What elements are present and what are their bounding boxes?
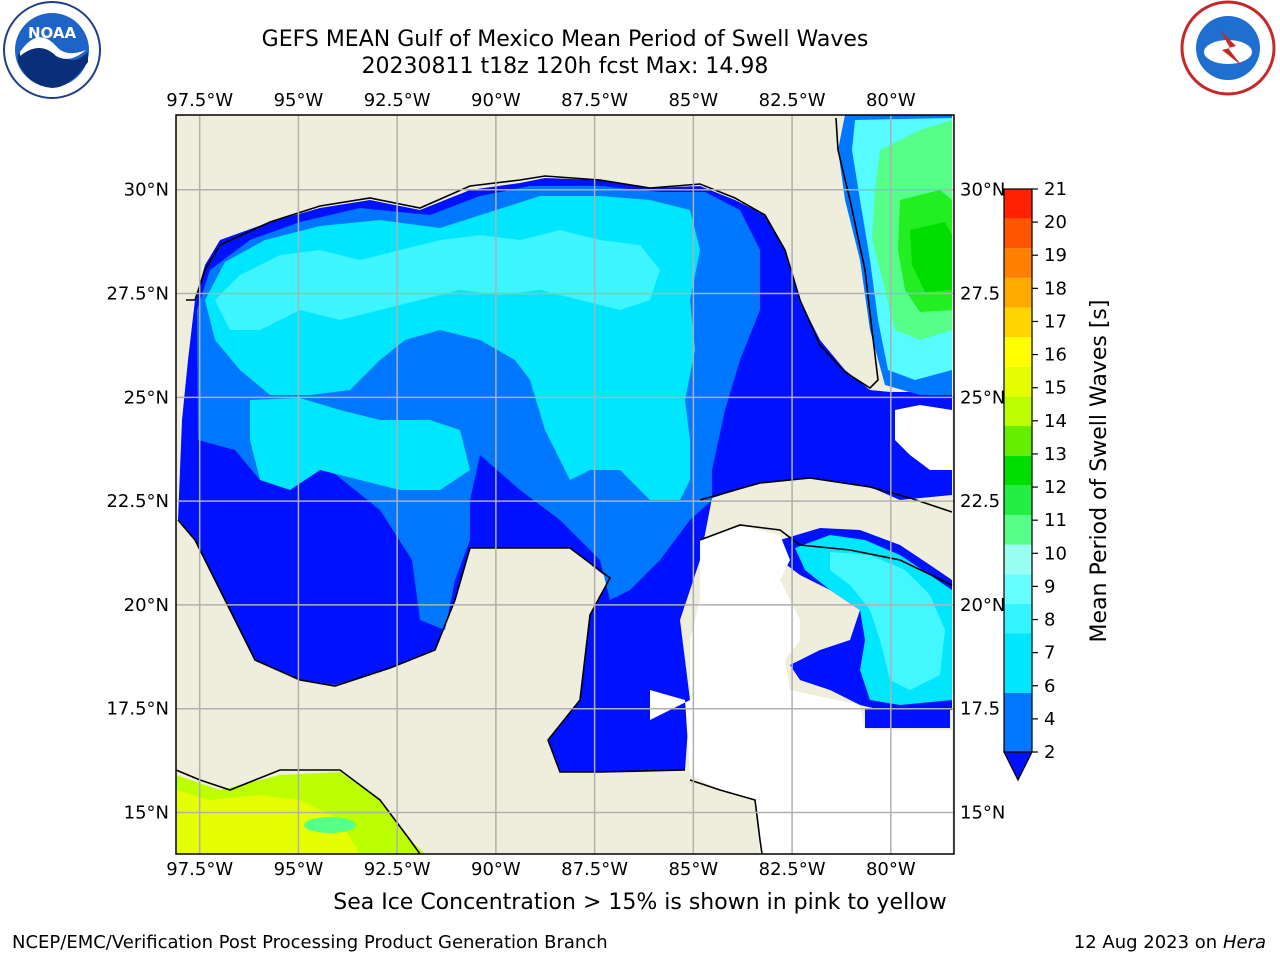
lon-label-bottom: 82.5°W	[759, 859, 826, 880]
lat-label-left: 20°N	[124, 595, 169, 616]
colorbar-band	[1004, 218, 1032, 249]
colorbar-tick-label: 7	[1044, 643, 1055, 664]
colorbar-tick-label: 17	[1044, 311, 1067, 332]
lon-label-top: 82.5°W	[759, 90, 826, 111]
lon-label-bottom: 85°W	[668, 859, 718, 880]
colorbar-band	[1004, 366, 1032, 397]
noaa-logo: NOAA	[3, 1, 101, 99]
lon-label-top: 97.5°W	[166, 90, 233, 111]
credit-date: 12 Aug 2023 on Hera	[1074, 932, 1266, 953]
colorbar-tick-label: 21	[1044, 179, 1067, 200]
colorbar-tick-label: 14	[1044, 411, 1067, 432]
lat-label-right: 25°N	[960, 387, 1005, 408]
colorbar-tick-label: 19	[1044, 245, 1067, 266]
colorbar-frame	[1003, 188, 1033, 753]
gulf-band-4-6-lobe	[250, 398, 470, 490]
colorbar-band	[1004, 455, 1032, 486]
nws-logo	[1180, 0, 1276, 96]
colorbar-band	[1004, 189, 1032, 219]
lon-labels-top: 97.5°W 95°W 92.5°W 90°W 87.5°W 85°W 82.5°W 80°W	[166, 90, 916, 111]
colorbar-band	[1004, 514, 1032, 545]
atlantic-no-data	[895, 405, 952, 470]
lon-label-bottom: 80°W	[866, 859, 916, 880]
sea-ice-note: Sea Ice Concentration > 15% is shown in …	[333, 890, 947, 915]
colorbar-under-triangle	[1003, 751, 1033, 782]
colorbar-tick-label: 15	[1044, 378, 1067, 399]
lat-label-right: 20°N	[960, 595, 1005, 616]
atlantic-band-11-12	[910, 222, 952, 292]
lon-labels-bottom: 97.5°W 95°W 92.5°W 90°W 87.5°W 85°W 82.5°W 80°W	[166, 859, 916, 880]
colorbar-band	[1004, 603, 1032, 634]
colorbar-tick-label: 2	[1044, 742, 1055, 763]
map-area	[176, 115, 954, 854]
lon-label-bottom: 95°W	[274, 859, 324, 880]
lat-label-right: 30°N	[960, 180, 1005, 201]
lon-label-bottom: 92.5°W	[364, 859, 431, 880]
lon-label-top: 85°W	[668, 90, 718, 111]
lat-label-left: 22.5°N	[106, 491, 169, 512]
credit-branch: NCEP/EMC/Verification Post Processing Pr…	[12, 932, 608, 953]
colorbar-band	[1004, 248, 1032, 278]
lat-label-right: 17.5	[960, 699, 1000, 720]
colorbar-band	[1004, 485, 1032, 515]
colorbar-band	[1004, 396, 1032, 427]
colorbar-band	[1004, 337, 1032, 367]
colorbar-tick-label: 9	[1044, 576, 1055, 597]
colorbar-band	[1004, 633, 1032, 693]
caribbean-strip	[865, 708, 950, 728]
colorbar-tick-label: 18	[1044, 278, 1067, 299]
chart-title: GEFS MEAN Gulf of Mexico Mean Period of …	[261, 27, 869, 52]
colorbar-tick-label: 11	[1044, 510, 1067, 531]
pacific-band-14-15	[176, 790, 360, 854]
lon-label-top: 92.5°W	[364, 90, 431, 111]
caribbean-band-6-8	[830, 552, 945, 690]
colorbar-tick-label: 12	[1044, 477, 1067, 498]
colorbar-band	[1004, 692, 1032, 752]
colorbar-band	[1004, 426, 1032, 456]
colorbar-band	[1004, 574, 1032, 604]
colorbar-band	[1004, 544, 1032, 575]
lon-label-top: 90°W	[471, 90, 521, 111]
lat-label-left: 15°N	[124, 802, 169, 823]
chart-subtitle: 20230811 t18z 120h fcst Max: 14.98	[361, 54, 769, 79]
caribbean-no-data	[650, 525, 952, 854]
lon-label-top: 95°W	[274, 90, 324, 111]
lon-label-top: 87.5°W	[561, 90, 628, 111]
colorbar-band	[1004, 307, 1032, 338]
colorbar-tick-label: 8	[1044, 610, 1055, 631]
lat-label-left: 25°N	[124, 387, 169, 408]
lat-labels-right: 30°N 27.5 25°N 22.5 20°N 17.5 15°N	[960, 180, 1005, 824]
colorbar	[1003, 188, 1038, 782]
lat-label-left: 17.5°N	[106, 699, 169, 720]
credit-machine: Hera	[1222, 932, 1266, 953]
lat-label-left: 27.5°N	[106, 284, 169, 305]
coastlines	[176, 117, 953, 854]
map-frame	[175, 114, 955, 855]
gulf-band-6-8	[215, 230, 660, 330]
pacific-band-9-10	[304, 817, 356, 833]
lon-label-bottom: 87.5°W	[561, 859, 628, 880]
colorbar-tick-label: 4	[1044, 709, 1055, 730]
gridlines	[176, 115, 954, 854]
lon-label-bottom: 90°W	[471, 859, 521, 880]
colorbar-tick-label: 16	[1044, 345, 1067, 366]
credit-date-text: 12 Aug 2023 on	[1073, 932, 1218, 953]
colorbar-tick-labels: 2 4 6 7 8 9 10 11 12 13 14 15 16 17 18 19 20 21	[1044, 179, 1067, 763]
colorbar-label: Mean Period of Swell Waves [s]	[1087, 300, 1112, 643]
lat-label-right: 27.5	[960, 284, 1000, 305]
lon-label-top: 80°W	[866, 90, 916, 111]
colorbar-band	[1004, 277, 1032, 308]
lat-label-right: 22.5	[960, 491, 1000, 512]
colorbar-tick-label: 13	[1044, 444, 1067, 465]
svg-text:NOAA: NOAA	[28, 24, 77, 42]
lat-labels-left: 30°N 27.5°N 25°N 22.5°N 20°N 17.5°N 15°N	[106, 180, 169, 824]
lon-label-bottom: 97.5°W	[166, 859, 233, 880]
lat-label-right: 15°N	[960, 802, 1005, 823]
colorbar-tick-label: 10	[1044, 543, 1067, 564]
colorbar-tick-label: 20	[1044, 212, 1067, 233]
colorbar-tick-label: 6	[1044, 676, 1055, 697]
lat-label-left: 30°N	[124, 180, 169, 201]
